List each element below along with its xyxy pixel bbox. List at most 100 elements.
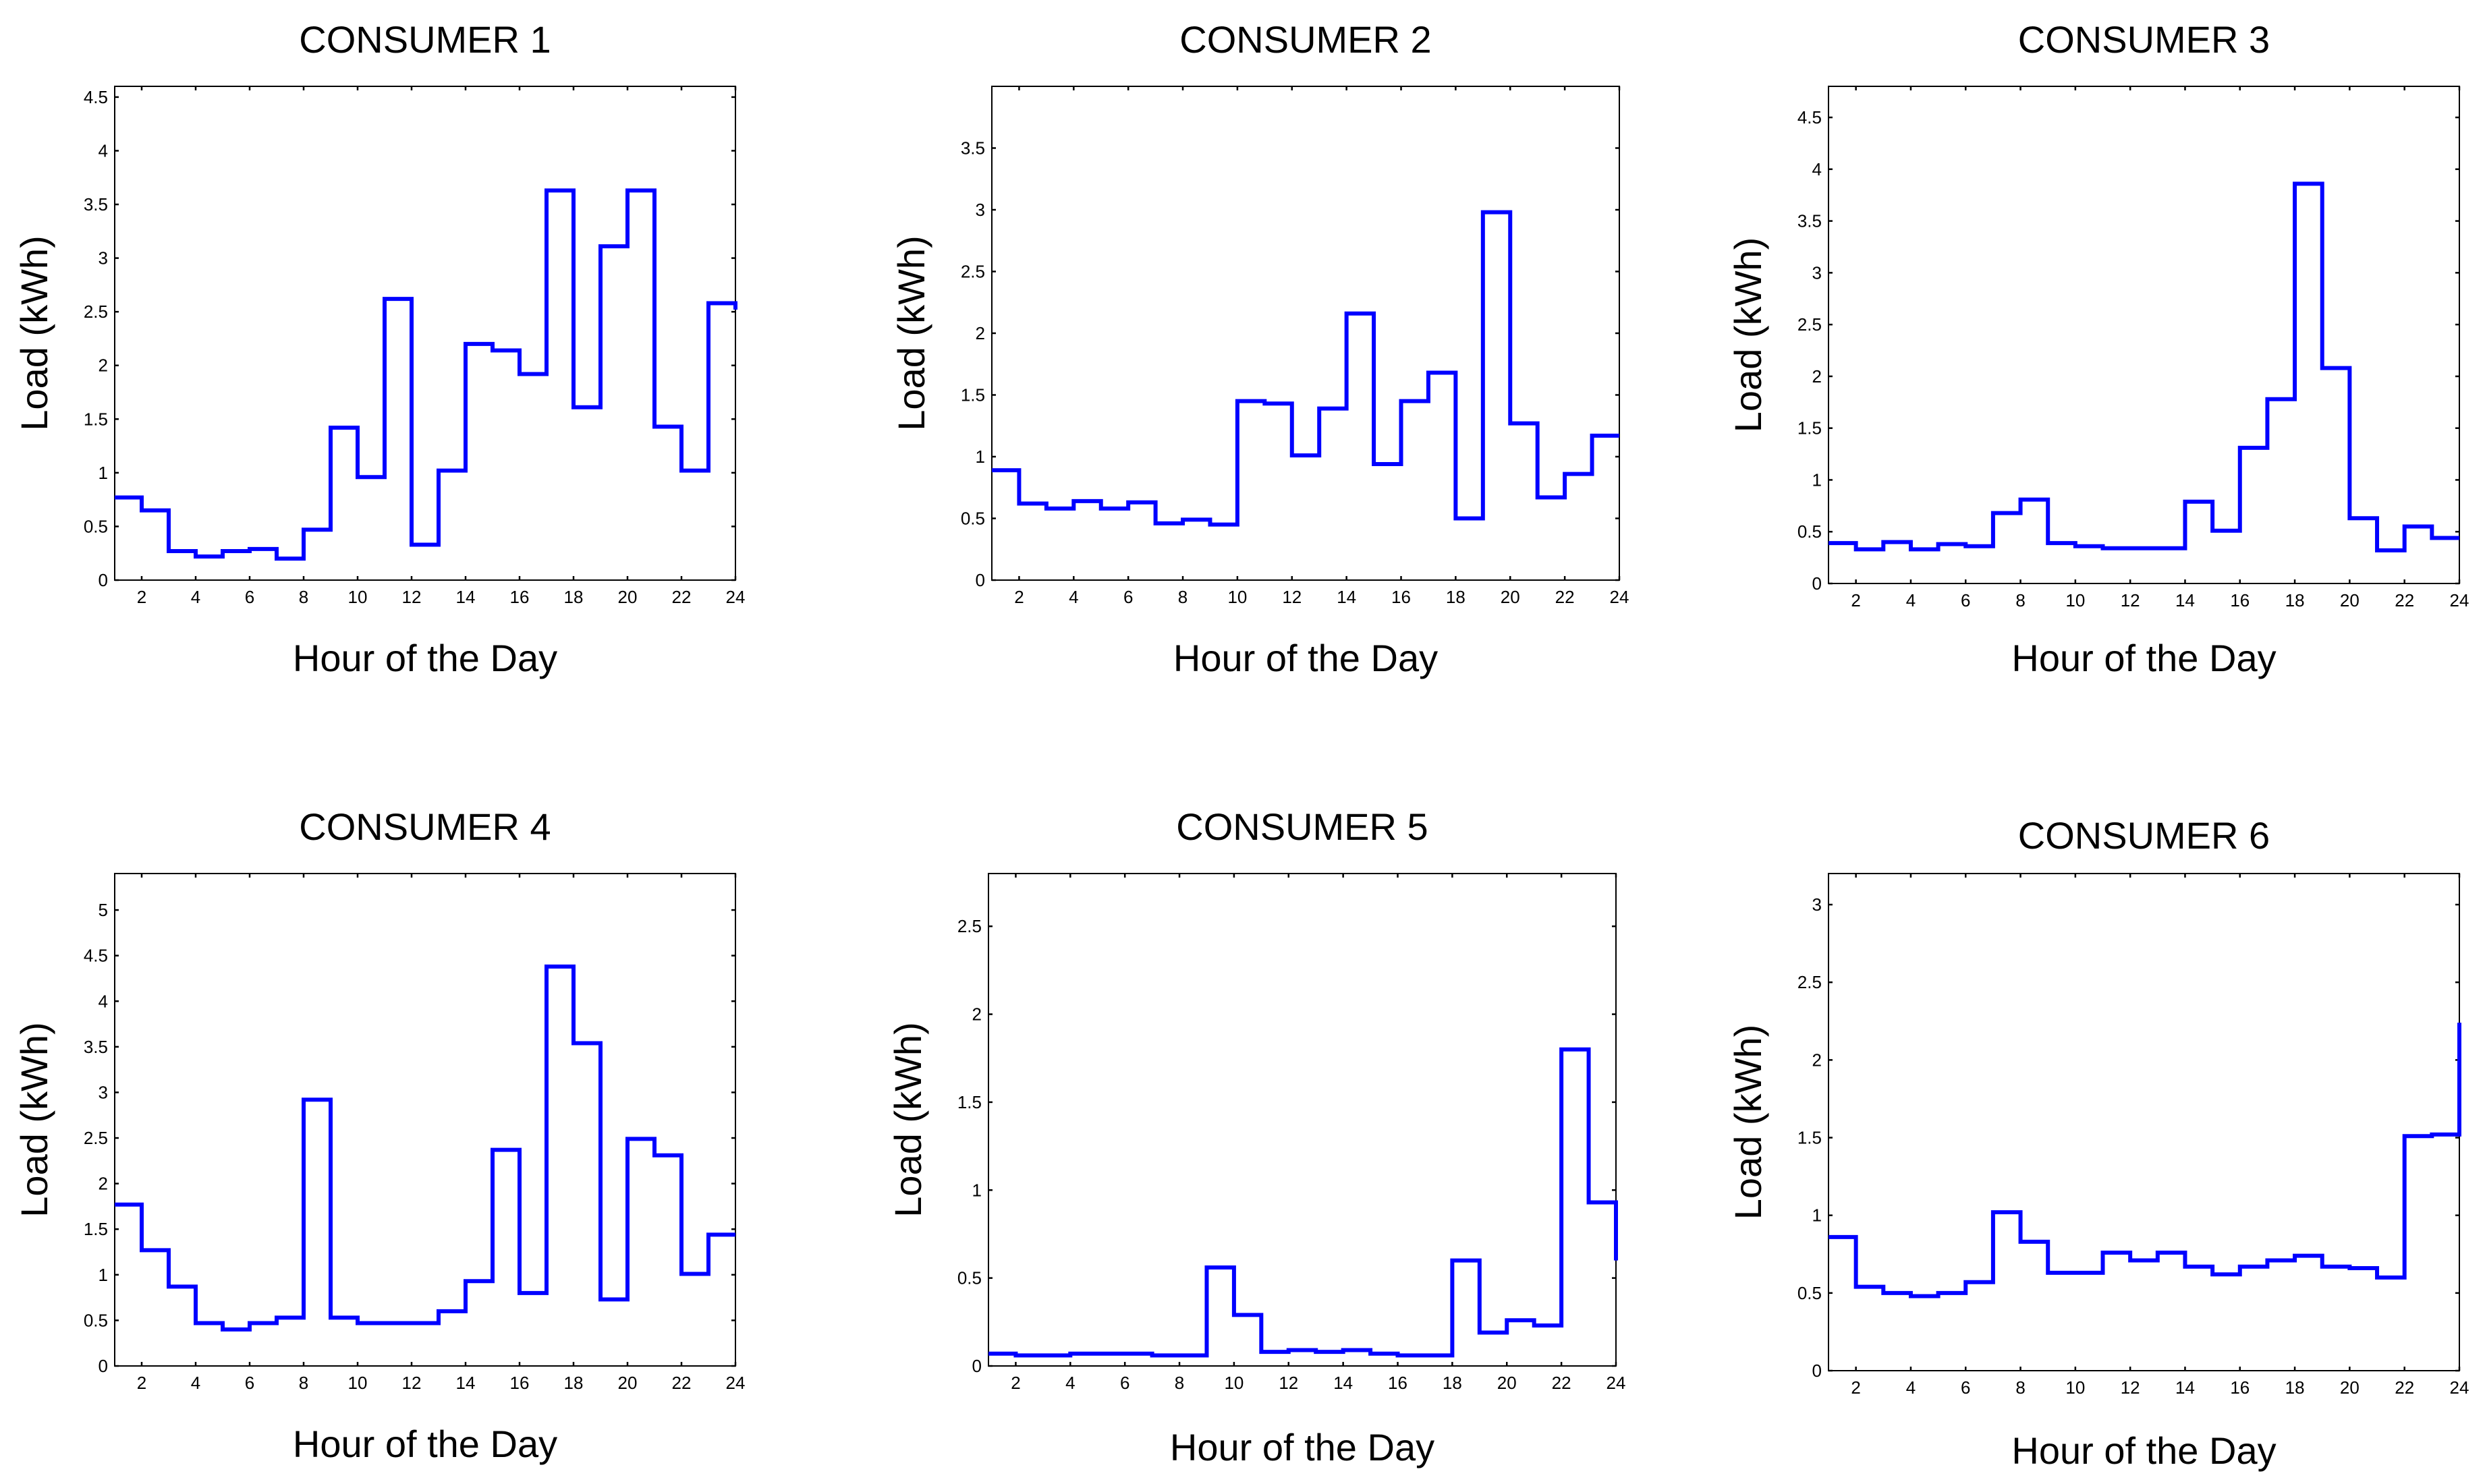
- y-tick-label: 3.5: [1797, 211, 1822, 231]
- x-tick-label: 6: [1123, 587, 1133, 607]
- y-tick-label: 0: [1812, 573, 1822, 594]
- x-tick-label: 24: [2450, 1377, 2469, 1398]
- x-tick-label: 20: [1497, 1373, 1517, 1393]
- y-tick-label: 1.5: [961, 385, 985, 405]
- x-axis-label: Hour of the Day: [293, 637, 557, 679]
- y-tick-label: 2: [99, 355, 108, 376]
- x-tick-label: 10: [348, 587, 368, 607]
- plot-frame: [114, 86, 736, 581]
- x-tick-label: 22: [1552, 1373, 1571, 1393]
- plot-frame: [988, 873, 1617, 1367]
- x-tick-label: 6: [245, 587, 254, 607]
- x-tick-label: 20: [618, 587, 638, 607]
- y-tick-label: 1.5: [1797, 418, 1822, 438]
- x-axis-label: Hour of the Day: [2011, 637, 2276, 679]
- x-tick-label: 16: [1388, 1373, 1407, 1393]
- y-tick-label: 3.5: [84, 194, 108, 215]
- chart-title: CONSUMER 5: [1176, 805, 1428, 848]
- plot-frame: [991, 86, 1620, 581]
- y-tick-label: 4: [99, 140, 108, 161]
- x-tick-label: 10: [348, 1373, 368, 1393]
- chart-title: CONSUMER 3: [2018, 18, 2270, 61]
- y-tick-label: 4: [99, 991, 108, 1011]
- x-tick-label: 14: [2175, 1377, 2195, 1398]
- chart-title: CONSUMER 1: [299, 18, 551, 61]
- y-tick-label: 0: [972, 1356, 982, 1376]
- chart-consumer-2: CONSUMER 2 Hour of the Day Load (kWh) 0 0.5 1…: [890, 18, 1629, 679]
- y-tick-label: 2.5: [1797, 314, 1822, 335]
- y-tick-label: 4.5: [84, 946, 108, 966]
- x-tick-label: 16: [2230, 590, 2250, 610]
- y-tick-label: 1: [99, 463, 108, 483]
- y-tick-label: 3: [1812, 894, 1822, 915]
- y-axis-label: Load (kWh): [890, 235, 932, 430]
- x-tick-label: 12: [1279, 1373, 1298, 1393]
- y-tick-label: 1.5: [84, 409, 108, 429]
- load-series-line: [992, 210, 1619, 527]
- x-tick-label: 12: [1282, 587, 1302, 607]
- load-series-line: [988, 1047, 1618, 1358]
- y-axis-label: Load (kWh): [1727, 237, 1769, 432]
- chart-title: CONSUMER 4: [299, 805, 551, 848]
- x-tick-label: 20: [618, 1373, 638, 1393]
- x-tick-label: 4: [1065, 1373, 1075, 1393]
- x-tick-label: 18: [1446, 587, 1465, 607]
- load-series-line: [115, 188, 737, 561]
- y-tick-label: 2.5: [961, 262, 985, 282]
- y-tick-label: 0.5: [84, 516, 108, 536]
- x-tick-label: 22: [2395, 1377, 2414, 1398]
- x-tick-label: 16: [510, 1373, 530, 1393]
- x-tick-label: 6: [245, 1373, 254, 1393]
- x-tick-label: 24: [2450, 590, 2469, 610]
- x-tick-label: 4: [1906, 590, 1916, 610]
- y-tick-label: 0: [99, 570, 108, 590]
- x-tick-label: 10: [2065, 590, 2085, 610]
- load-series-line: [1828, 181, 2459, 552]
- x-tick-label: 8: [1175, 1373, 1184, 1393]
- load-series-line: [1828, 1023, 2461, 1298]
- x-tick-label: 14: [456, 1373, 476, 1393]
- x-tick-label: 22: [1555, 587, 1575, 607]
- y-tick-label: 0.5: [1797, 1283, 1822, 1303]
- chart-consumer-3: CONSUMER 3 Hour of the Day Load (kWh) 0 0.5 1…: [1727, 18, 2469, 679]
- y-tick-label: 2.5: [84, 302, 108, 322]
- y-tick-label: 5: [99, 900, 108, 920]
- y-tick-label: 3: [99, 1082, 108, 1102]
- x-tick-label: 2: [1014, 587, 1024, 607]
- x-tick-label: 8: [1178, 587, 1188, 607]
- x-tick-label: 2: [1851, 590, 1860, 610]
- y-tick-label: 2.5: [1797, 972, 1822, 992]
- x-tick-label: 4: [191, 587, 200, 607]
- x-tick-label: 8: [299, 587, 308, 607]
- x-tick-label: 4: [1069, 587, 1078, 607]
- y-tick-label: 1: [1812, 1205, 1822, 1226]
- x-tick-label: 24: [726, 587, 746, 607]
- x-tick-label: 12: [2121, 1377, 2140, 1398]
- plot-frame: [1828, 86, 2460, 584]
- x-tick-label: 8: [2015, 1377, 2025, 1398]
- y-tick-label: 3: [1812, 262, 1822, 283]
- y-tick-label: 2.5: [84, 1128, 108, 1148]
- x-tick-label: 10: [2065, 1377, 2085, 1398]
- y-tick-label: 0: [1812, 1361, 1822, 1381]
- x-tick-label: 20: [2340, 1377, 2360, 1398]
- plot-frame: [114, 873, 736, 1367]
- chart-consumer-4: CONSUMER 4 Hour of the Day Load (kWh) 0 0.5 1…: [13, 805, 745, 1465]
- x-tick-label: 14: [1333, 1373, 1353, 1393]
- y-tick-label: 0.5: [1797, 521, 1822, 542]
- x-tick-label: 22: [672, 1373, 692, 1393]
- y-tick-label: 0.5: [957, 1268, 982, 1288]
- x-tick-label: 16: [510, 587, 530, 607]
- y-tick-label: 2: [1812, 1050, 1822, 1070]
- y-tick-label: 1: [99, 1265, 108, 1285]
- x-tick-label: 16: [2230, 1377, 2250, 1398]
- y-tick-label: 1: [976, 447, 985, 467]
- y-tick-label: 0.5: [961, 509, 985, 529]
- y-axis-label: Load (kWh): [1727, 1025, 1769, 1220]
- chart-consumer-1: CONSUMER 1 Hour of the Day Load (kWh) 0 0.5 1…: [13, 18, 745, 679]
- y-tick-label: 2: [1812, 366, 1822, 387]
- x-tick-label: 20: [2340, 590, 2360, 610]
- x-tick-label: 2: [1011, 1373, 1020, 1393]
- x-tick-label: 14: [456, 587, 476, 607]
